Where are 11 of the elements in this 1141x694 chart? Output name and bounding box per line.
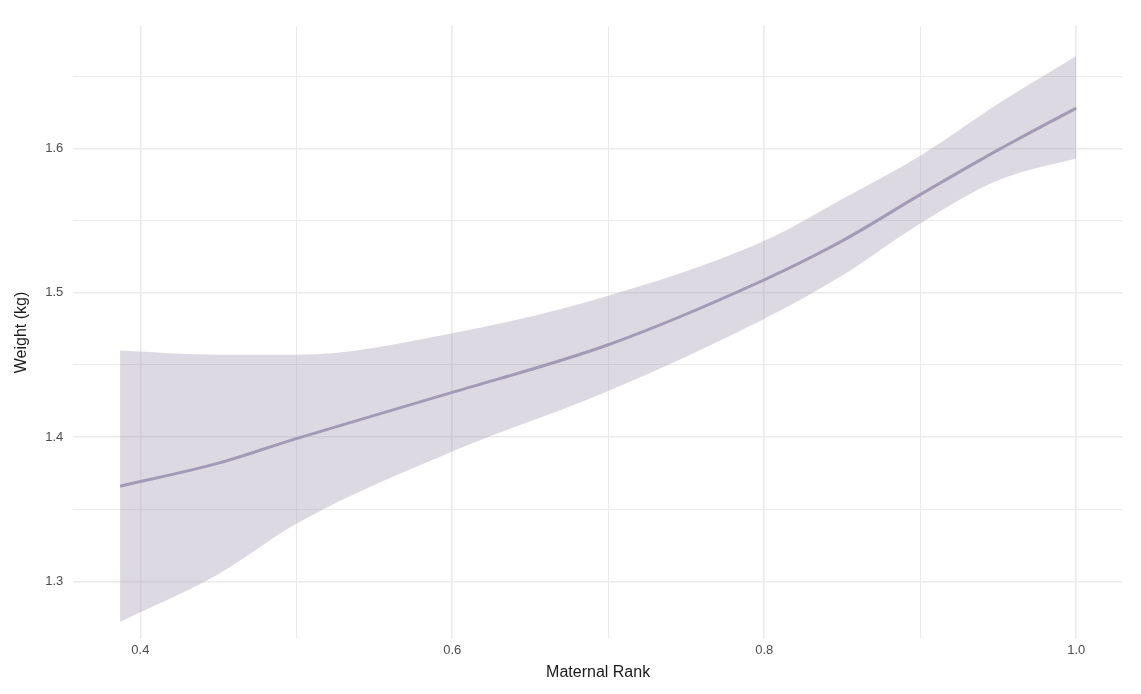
y-tick-label: 1.6 [45, 140, 64, 156]
y-tick-label: 1.3 [45, 573, 64, 589]
y-tick-label: 1.4 [45, 428, 64, 444]
x-tick-label: 0.6 [443, 641, 462, 657]
y-axis-title: Weight (kg) [12, 291, 30, 374]
x-tick-label: 1.0 [1067, 641, 1086, 657]
x-tick-label: 0.8 [755, 641, 774, 657]
x-axis-title: Maternal Rank [546, 662, 652, 680]
x-tick-label: 0.4 [131, 641, 150, 657]
line-series [118, 106, 1078, 488]
y-tick-label: 1.5 [45, 284, 64, 300]
